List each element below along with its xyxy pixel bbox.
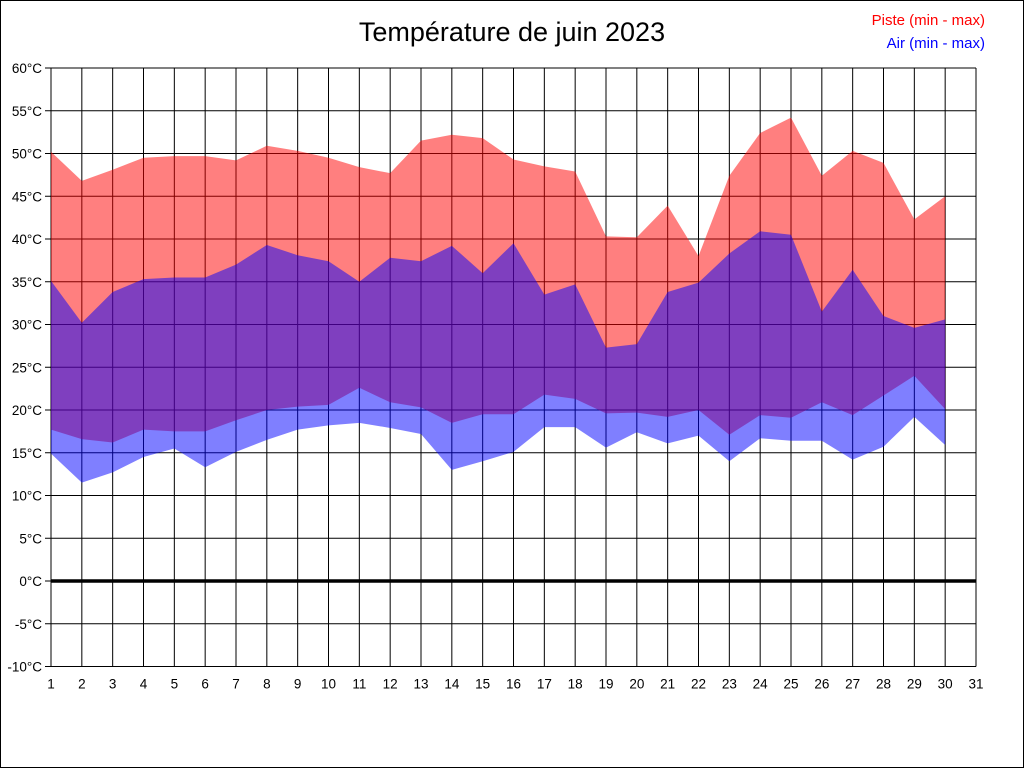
svg-text:28: 28	[876, 677, 891, 692]
svg-text:9: 9	[294, 677, 302, 692]
chart-legend: Piste (min - max) Air (min - max)	[872, 9, 985, 55]
svg-text:16: 16	[506, 677, 521, 692]
svg-text:60°C: 60°C	[12, 61, 42, 76]
svg-text:10°C: 10°C	[12, 489, 42, 504]
svg-text:29: 29	[907, 677, 922, 692]
svg-text:2: 2	[78, 677, 86, 692]
svg-text:14: 14	[444, 677, 460, 692]
svg-text:20: 20	[629, 677, 644, 692]
svg-text:55°C: 55°C	[12, 104, 42, 119]
svg-text:10: 10	[321, 677, 336, 692]
svg-text:3: 3	[109, 677, 117, 692]
svg-text:17: 17	[537, 677, 552, 692]
svg-text:21: 21	[660, 677, 675, 692]
svg-text:25°C: 25°C	[12, 360, 42, 375]
svg-text:5°C: 5°C	[19, 531, 42, 546]
svg-text:5: 5	[171, 677, 179, 692]
svg-text:13: 13	[413, 677, 428, 692]
svg-text:6: 6	[201, 677, 209, 692]
legend-air-label: Air (min - max)	[886, 35, 985, 52]
svg-text:7: 7	[232, 677, 240, 692]
chart-title: Température de juin 2023	[358, 17, 666, 47]
svg-text:15: 15	[475, 677, 490, 692]
svg-text:15°C: 15°C	[12, 446, 42, 461]
svg-text:31: 31	[968, 677, 983, 692]
svg-text:19: 19	[598, 677, 613, 692]
svg-text:35°C: 35°C	[12, 275, 42, 290]
svg-text:25: 25	[783, 677, 798, 692]
svg-text:45°C: 45°C	[12, 189, 42, 204]
svg-text:50°C: 50°C	[12, 147, 42, 162]
svg-text:24: 24	[753, 677, 769, 692]
svg-text:26: 26	[814, 677, 829, 692]
legend-piste-label: Piste (min - max)	[871, 12, 985, 29]
svg-text:8: 8	[263, 677, 271, 692]
svg-text:0°C: 0°C	[19, 574, 42, 589]
svg-text:22: 22	[691, 677, 706, 692]
x-axis-labels: 1 2 3 4 5 6 7 8 9 10 11 12 13 14 15 16 17 18 19 20 21 22 23 24 2…	[47, 677, 983, 692]
svg-text:20°C: 20°C	[12, 403, 42, 418]
svg-text:11: 11	[352, 677, 366, 692]
y-axis-labels: 60°C 55°C 50°C 45°C 40°C 35°C 30°C 25°C 20°C 15°C…	[7, 61, 42, 675]
svg-text:4: 4	[140, 677, 148, 692]
svg-text:30: 30	[938, 677, 953, 692]
svg-text:40°C: 40°C	[12, 232, 42, 247]
svg-text:23: 23	[722, 677, 737, 692]
svg-text:30°C: 30°C	[12, 318, 42, 333]
svg-text:27: 27	[845, 677, 860, 692]
svg-text:12: 12	[383, 677, 398, 692]
svg-text:18: 18	[568, 677, 583, 692]
svg-text:1: 1	[47, 677, 55, 692]
svg-text:-10°C: -10°C	[7, 660, 42, 675]
band-air	[51, 231, 946, 483]
svg-text:-5°C: -5°C	[15, 617, 42, 632]
